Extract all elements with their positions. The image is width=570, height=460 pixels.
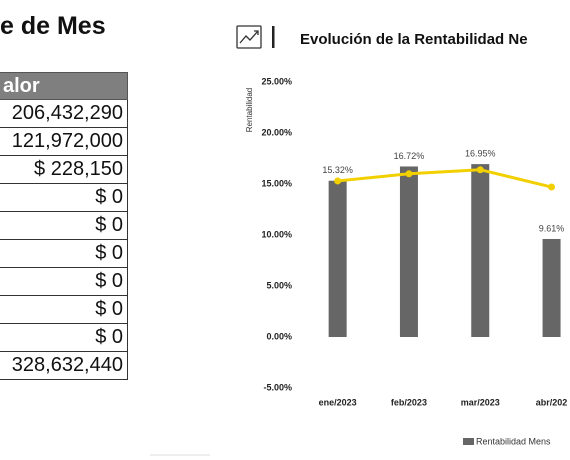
table-header: alor (0, 72, 128, 100)
table-cell: $ 0 (0, 267, 128, 296)
data-label: 16.72% (394, 151, 425, 161)
y-tick-label: -5.00% (263, 382, 292, 392)
table-row: 328,632,440 (0, 351, 128, 380)
chart-icon (236, 25, 262, 49)
table-cell: $ 228,150 (0, 155, 128, 184)
table-cell: 328,632,440 (0, 351, 128, 380)
table-row: $ 0 (0, 267, 128, 296)
chart-title: Evolución de la Rentabilidad Ne (300, 31, 528, 48)
line-point (334, 177, 342, 185)
x-tick-label: ene/2023 (319, 397, 357, 407)
summary-table: alor 206,432,290 121,972,000 $ 228,150 $ 0 $… (0, 72, 128, 380)
y-tick-label: 15.00% (261, 178, 292, 188)
legend-swatch (463, 438, 474, 445)
table-row: $ 0 (0, 323, 128, 352)
data-label: 15.32% (322, 165, 353, 175)
data-label: 9.61% (539, 223, 565, 233)
bar (471, 164, 490, 337)
bar (328, 180, 347, 337)
table-cell: $ 0 (0, 323, 128, 352)
line-point (548, 183, 556, 191)
separator (272, 26, 275, 48)
line-point (476, 166, 484, 174)
table-body: 206,432,290 121,972,000 $ 228,150 $ 0 $ 0 $ 0… (0, 99, 128, 380)
y-tick-label: 10.00% (261, 229, 292, 239)
y-axis-label: Rentabilidad (245, 88, 254, 132)
bar (542, 238, 561, 337)
x-tick-label: feb/2023 (391, 397, 427, 407)
x-tick-label: mar/2023 (461, 397, 500, 407)
table-cell: $ 0 (0, 211, 128, 240)
table-row: $ 228,150 (0, 155, 128, 184)
y-tick-label: 5.00% (266, 280, 292, 290)
line (337, 168, 552, 189)
bar (399, 166, 418, 337)
data-label: 16.95% (465, 148, 496, 158)
y-tick-label: 20.00% (261, 127, 292, 137)
y-tick-label: 0.00% (266, 331, 292, 341)
section-title: e de Mes (0, 12, 106, 40)
line-point (405, 170, 413, 178)
x-tick-label: abr/202 (536, 397, 568, 407)
legend-label: Rentabilidad Mens (476, 436, 551, 446)
table-row: $ 0 (0, 211, 128, 240)
y-tick-label: 25.00% (261, 76, 292, 86)
